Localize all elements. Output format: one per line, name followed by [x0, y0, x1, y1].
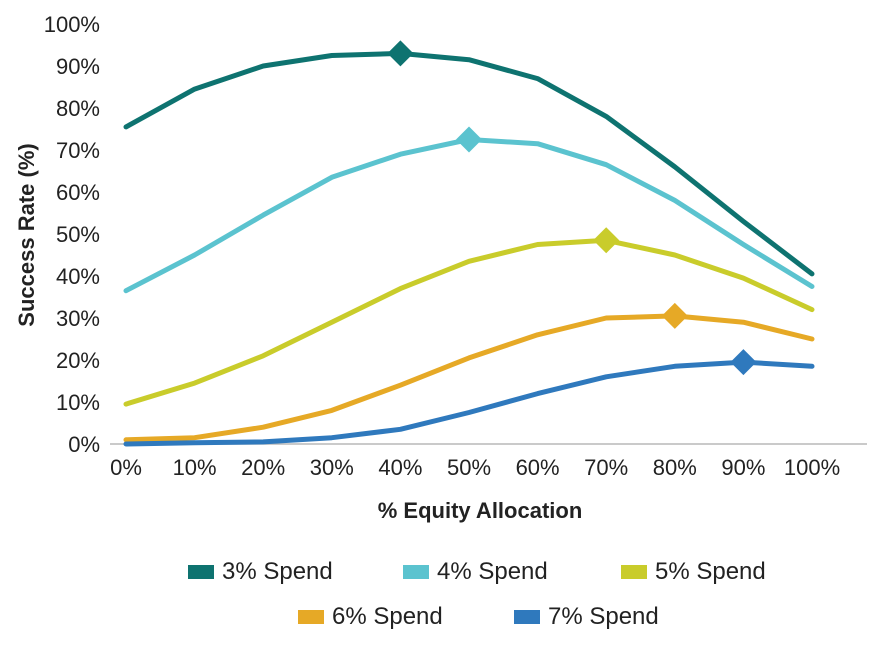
- y-tick-label: 30%: [56, 306, 100, 331]
- y-tick-label: 70%: [56, 138, 100, 163]
- legend-swatch: [188, 565, 214, 579]
- x-tick-label: 60%: [516, 455, 560, 480]
- y-tick-label: 50%: [56, 222, 100, 247]
- legend-label: 4% Spend: [437, 558, 548, 585]
- series-line-6-spend: [123, 313, 815, 443]
- legend-item-3-spend: 3% Spend: [188, 558, 333, 586]
- legend-label: 3% Spend: [222, 558, 333, 585]
- legend-label: 6% Spend: [332, 603, 443, 630]
- x-tick-label: 10%: [173, 455, 217, 480]
- series-line-3-spend: [123, 50, 815, 277]
- x-tick-label: 40%: [378, 455, 422, 480]
- x-axis-ticks: 0% 10% 20% 30% 40% 50% 60% 70% 80% 90% 100%: [110, 455, 840, 480]
- peak-markers: [387, 40, 757, 376]
- peak-marker: [456, 126, 482, 153]
- peak-marker: [387, 40, 414, 67]
- legend-swatch: [298, 610, 324, 624]
- x-tick-label: 70%: [584, 455, 628, 480]
- y-tick-label: 10%: [56, 390, 100, 415]
- x-tick-label: 100%: [784, 455, 840, 480]
- y-axis-ticks: 0% 10% 20% 30% 40% 50% 60% 70% 80% 90% 100%: [44, 12, 100, 457]
- legend-swatch: [403, 565, 429, 579]
- peak-marker: [593, 227, 620, 254]
- y-axis-title: Success Rate (%): [14, 143, 39, 326]
- legend-item-5-spend: 5% Spend: [621, 558, 766, 586]
- y-tick-label: 80%: [56, 96, 100, 121]
- series-line-5-spend: [123, 237, 815, 407]
- legend-label: 7% Spend: [548, 603, 659, 630]
- series-lines: [123, 50, 815, 447]
- x-tick-label: 20%: [241, 455, 285, 480]
- legend-item-6-spend: 6% Spend: [298, 603, 443, 631]
- x-axis-title: % Equity Allocation: [378, 498, 583, 523]
- y-tick-label: 0%: [68, 432, 100, 457]
- legend-label: 5% Spend: [655, 558, 766, 585]
- legend-swatch: [621, 565, 647, 579]
- y-tick-label: 20%: [56, 348, 100, 373]
- x-tick-label: 80%: [653, 455, 697, 480]
- legend-item-4-spend: 4% Spend: [403, 558, 548, 586]
- y-tick-label: 100%: [44, 12, 100, 37]
- x-tick-label: 50%: [447, 455, 491, 480]
- series-line-7-spend: [123, 359, 815, 447]
- y-tick-label: 60%: [56, 180, 100, 205]
- legend-item-7-spend: 7% Spend: [514, 603, 659, 631]
- x-tick-label: 0%: [110, 455, 142, 480]
- y-tick-label: 40%: [56, 264, 100, 289]
- peak-marker: [661, 302, 688, 329]
- y-tick-label: 90%: [56, 54, 100, 79]
- legend-swatch: [514, 610, 540, 624]
- peak-marker: [730, 349, 757, 376]
- x-tick-label: 30%: [310, 455, 354, 480]
- x-tick-label: 90%: [721, 455, 765, 480]
